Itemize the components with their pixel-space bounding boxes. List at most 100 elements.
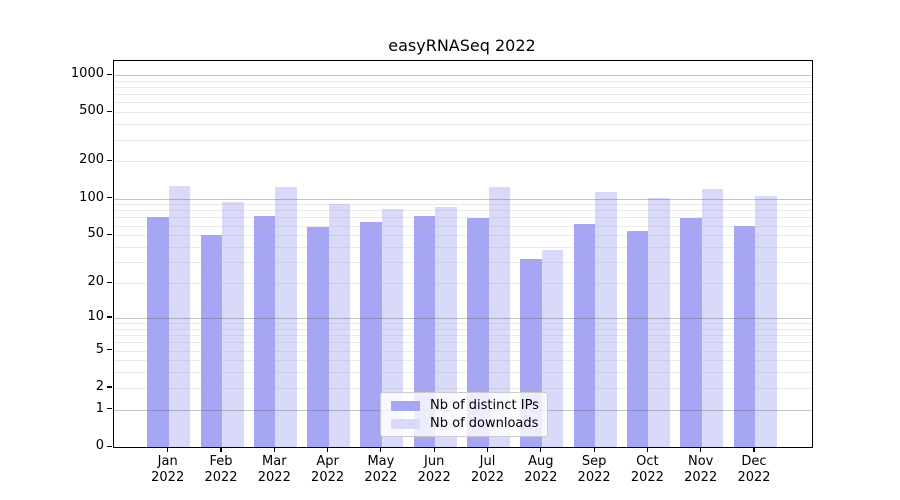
- bar-downloads-nov: [701, 188, 724, 447]
- bar-downloads-feb: [222, 201, 244, 447]
- legend-label-distinct-ips: Nb of distinct IPs: [430, 398, 539, 413]
- bar-downloads-jan: [168, 186, 191, 447]
- gridline-minor-500: [114, 112, 812, 114]
- bar-distinct-ips-nov: [680, 218, 702, 447]
- y-tick-label-5: 5: [95, 341, 104, 357]
- bar-distinct-ips-may: [360, 222, 382, 447]
- x-tick-mark-dec: [753, 447, 755, 452]
- gridline-minor-9: [114, 323, 812, 325]
- legend-label-downloads: Nb of downloads: [430, 416, 539, 431]
- y-tick-mark-50: [107, 233, 112, 235]
- gridline-minor-6: [114, 342, 812, 344]
- gridline-minor-90: [114, 204, 812, 206]
- plot-area: [113, 60, 813, 448]
- gridline-minor-7: [114, 335, 812, 337]
- bar-downloads-jun: [435, 206, 457, 447]
- bar-downloads-dec: [755, 195, 777, 447]
- y-tick-mark-200: [107, 159, 112, 162]
- gridline-minor-2: [114, 387, 812, 389]
- x-tick-mark-mar: [273, 447, 275, 452]
- gridline-minor-20: [114, 283, 812, 285]
- legend-item-downloads: Nb of downloads: [381, 416, 547, 431]
- y-tick-label-500: 500: [79, 103, 104, 119]
- x-tick-mark-jan: [167, 447, 169, 452]
- x-tick-mark-nov: [700, 447, 702, 452]
- gridline-minor-600: [114, 102, 812, 104]
- gridline-minor-3: [114, 372, 812, 374]
- bar-downloads-oct: [648, 197, 670, 447]
- y-tick-label-50: 50: [87, 226, 104, 242]
- y-tick-label-1: 1: [95, 400, 104, 416]
- gridline-minor-80: [114, 210, 812, 212]
- chart-title: easyRNASeq 2022: [388, 36, 536, 55]
- y-tick-label-200: 200: [79, 152, 104, 168]
- x-tick-mark-may: [380, 447, 382, 452]
- y-tick-mark-1: [107, 408, 112, 410]
- y-tick-label-2: 2: [95, 378, 104, 394]
- gridline-minor-400: [114, 124, 812, 126]
- y-tick-mark-100: [107, 197, 112, 199]
- x-tick-label-feb: Feb 2022: [204, 454, 238, 485]
- x-tick-mark-aug: [540, 447, 542, 452]
- y-tick-mark-1000: [107, 73, 112, 75]
- gridline-major-10: [114, 317, 812, 319]
- gridline-minor-700: [114, 94, 812, 96]
- x-tick-label-apr: Apr 2022: [311, 454, 345, 485]
- legend-item-distinct-ips: Nb of distinct IPs: [381, 398, 547, 413]
- gridline-major-1000: [114, 75, 812, 76]
- x-tick-mark-feb: [220, 447, 222, 452]
- gridline-minor-60: [114, 225, 812, 227]
- x-tick-mark-apr: [327, 447, 329, 452]
- bar-downloads-mar: [275, 187, 297, 447]
- gridline-minor-800: [114, 87, 812, 88]
- gridline-minor-4: [114, 360, 812, 362]
- bar-distinct-ips-dec: [733, 225, 755, 447]
- x-tick-label-dec: Dec 2022: [737, 454, 771, 485]
- y-tick-mark-10: [107, 316, 112, 318]
- bar-distinct-ips-jun: [413, 215, 436, 447]
- x-tick-label-jun: Jun 2022: [417, 454, 451, 485]
- gridline-minor-200: [114, 161, 812, 163]
- gridline-minor-50: [114, 235, 812, 237]
- legend-swatch-downloads: [391, 418, 420, 429]
- x-tick-mark-jul: [486, 447, 489, 452]
- gridline-minor-300: [114, 139, 812, 141]
- y-tick-label-10: 10: [87, 308, 104, 324]
- bar-distinct-ips-oct: [626, 231, 649, 447]
- bar-distinct-ips-feb: [200, 235, 222, 447]
- bar-distinct-ips-jan: [147, 217, 169, 447]
- bar-distinct-ips-mar: [253, 215, 276, 447]
- y-tick-label-0: 0: [95, 438, 104, 453]
- bar-distinct-ips-jul: [467, 218, 489, 447]
- x-tick-label-mar: Mar 2022: [257, 454, 291, 485]
- gridline-minor-8: [114, 328, 812, 330]
- x-tick-label-sep: Sep 2022: [577, 454, 611, 485]
- legend: Nb of distinct IPs Nb of downloads: [380, 392, 548, 437]
- y-tick-label-20: 20: [87, 274, 104, 290]
- x-tick-label-jan: Jan 2022: [151, 454, 185, 485]
- x-tick-mark-oct: [646, 447, 648, 452]
- y-tick-mark-0: [107, 445, 112, 447]
- gridline-major-100: [114, 198, 812, 200]
- bar-downloads-jul: [488, 187, 510, 447]
- x-tick-label-oct: Oct 2022: [630, 454, 664, 485]
- gridline-minor-900: [114, 80, 812, 82]
- y-tick-mark-20: [107, 281, 112, 283]
- x-tick-label-may: May 2022: [364, 454, 398, 485]
- legend-swatch-distinct-ips: [391, 400, 420, 411]
- y-tick-mark-2: [107, 386, 112, 388]
- gridline-minor-40: [114, 247, 812, 249]
- x-tick-mark-jun: [433, 447, 435, 452]
- y-tick-mark-5: [107, 349, 112, 351]
- y-tick-label-100: 100: [79, 189, 104, 205]
- gridline-minor-5: [114, 350, 812, 352]
- x-tick-mark-sep: [593, 447, 595, 452]
- bar-distinct-ips-apr: [307, 226, 329, 447]
- y-tick-mark-500: [107, 110, 112, 112]
- bar-downloads-apr: [328, 204, 351, 447]
- gridline-minor-70: [114, 217, 812, 219]
- bar-downloads-may: [381, 209, 404, 447]
- x-tick-label-aug: Aug 2022: [524, 454, 558, 485]
- x-tick-label-jul: Jul 2022: [470, 454, 505, 485]
